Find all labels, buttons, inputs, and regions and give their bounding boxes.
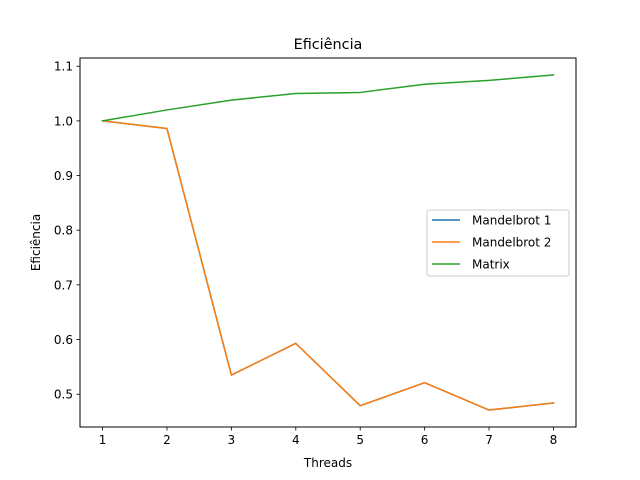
x-tick-label: 8 bbox=[550, 433, 558, 447]
legend: Mandelbrot 1 Mandelbrot 2 Matrix bbox=[426, 209, 570, 277]
series-line-2 bbox=[101, 120, 555, 411]
x-tick-label: 5 bbox=[356, 433, 364, 447]
y-axis-ticks: 0.5 0.6 0.7 0.8 0.9 1.0 1.1 bbox=[54, 60, 80, 402]
x-tick-label: 7 bbox=[485, 433, 493, 447]
plot-lines bbox=[101, 74, 555, 411]
legend-label-1: Mandelbrot 1 bbox=[472, 214, 551, 228]
y-tick-label: 0.7 bbox=[54, 278, 73, 292]
x-axis-ticks: 1 2 3 4 5 6 7 8 bbox=[99, 427, 558, 447]
x-tick-label: 4 bbox=[292, 433, 300, 447]
chart-title: Eficiência bbox=[294, 37, 363, 53]
series-line-3 bbox=[101, 74, 555, 122]
y-tick-label: 0.5 bbox=[54, 388, 73, 402]
x-axis-label: Threads bbox=[303, 456, 352, 470]
y-tick-label: 0.6 bbox=[54, 333, 73, 347]
y-tick-label: 0.8 bbox=[54, 224, 73, 238]
y-tick-label: 1.0 bbox=[54, 114, 73, 128]
y-axis-label: Eficiência bbox=[29, 214, 43, 271]
x-tick-label: 2 bbox=[163, 433, 171, 447]
legend-label-2: Mandelbrot 2 bbox=[472, 236, 551, 250]
legend-box bbox=[426, 209, 570, 277]
legend-label-3: Matrix bbox=[472, 258, 510, 272]
x-tick-label: 3 bbox=[228, 433, 236, 447]
y-tick-label: 1.1 bbox=[54, 60, 73, 74]
y-tick-label: 0.9 bbox=[54, 169, 73, 183]
x-tick-label: 1 bbox=[99, 433, 107, 447]
x-tick-label: 6 bbox=[421, 433, 429, 447]
plot-frame bbox=[79, 57, 577, 428]
